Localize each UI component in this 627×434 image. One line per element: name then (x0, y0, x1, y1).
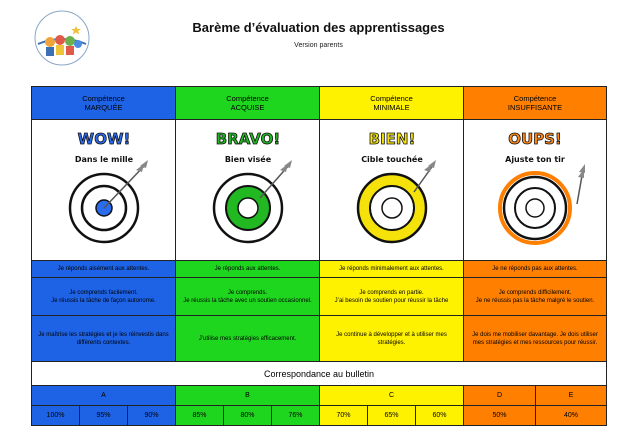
column-header-line2: INSUFFISANTE (507, 103, 563, 112)
stamp-text: BIEN! (368, 130, 415, 148)
grade-cell: B (176, 386, 320, 406)
column-header-line1: Compétence (370, 94, 413, 103)
strategies-cell: J’utilise mes stratégies efficacement. (176, 316, 320, 362)
column-header-acquise: Compétence ACQUISE (176, 86, 320, 120)
stamp-text: OUPS! (508, 130, 562, 148)
illustration-bravo: BRAVO! Bien visée (176, 120, 320, 261)
bulletin-title: Correspondance au bulletin (31, 362, 607, 386)
column-header-minimale: Compétence MINIMALE (320, 86, 464, 120)
arrow-icon (102, 160, 148, 209)
understanding-cell: Je comprends. Je réussis la tâche avec u… (176, 278, 320, 316)
column-header-line1: Compétence (82, 94, 125, 103)
school-logo (30, 8, 94, 72)
illustration-row: WOW! Dans le mille BRAVO! Bien visée (31, 120, 607, 261)
illustration-oups: OUPS! Ajuste ton tir (464, 120, 607, 261)
stamp-text: BRAVO! (215, 130, 280, 148)
column-header-insuffisante: Compétence INSUFFISANTE (464, 86, 607, 120)
understanding-line: Je comprends facilement. (69, 289, 138, 296)
percentage-cell: 90% (128, 406, 176, 426)
understanding-line: Je comprends difficilement. (498, 289, 572, 296)
summary-cell: Je réponds minimalement aux attentes. (320, 261, 464, 278)
column-header-line2: ACQUISE (230, 103, 265, 112)
summary-cell: Je réponds aisément aux attentes. (31, 261, 176, 278)
understanding-line: J’ai besoin de soutien pour réussir la t… (334, 297, 449, 304)
column-header-line1: Compétence (513, 94, 557, 103)
evaluation-grid: Compétence MARQUÉE Compétence ACQUISE Co… (31, 86, 607, 426)
summary-cell: Je ne réponds pas aux attentes. (464, 261, 607, 278)
arrow-icon (412, 160, 436, 193)
strategies-cell: Je maîtrise les stratégies et je les réi… (31, 316, 176, 362)
percentage-cell: 80% (224, 406, 272, 426)
understanding-row: Je comprends facilement. Je réussis la t… (31, 278, 607, 316)
understanding-cell: Je comprends en partie. J’ai besoin de s… (320, 278, 464, 316)
summary-cell: Je réponds aux attentes. (176, 261, 320, 278)
stamp-caption: Ajuste ton tir (505, 155, 565, 164)
percentage-cell: 85% (176, 406, 224, 426)
bulletin-title-row: Correspondance au bulletin (31, 362, 607, 386)
illustration-wow: WOW! Dans le mille (31, 120, 176, 261)
grades-row: A B C D E (31, 386, 607, 406)
percentage-cell: 40% (536, 406, 607, 426)
illustration-bien: BIEN! Cible touchée (320, 120, 464, 261)
stamp-caption: Cible touchée (361, 154, 423, 164)
page-title: Barème d’évaluation des apprentissages (192, 20, 445, 35)
page-subtitle: Version parents (294, 42, 343, 49)
understanding-line: Je réussis la tâche avec un soutien occa… (183, 297, 312, 304)
column-header-marquee: Compétence MARQUÉE (31, 86, 176, 120)
understanding-cell: Je comprends facilement. Je réussis la t… (31, 278, 176, 316)
percentage-cell: 50% (464, 406, 536, 426)
understanding-cell: Je comprends difficilement. Je ne réussi… (464, 278, 607, 316)
percentage-cell: 65% (368, 406, 416, 426)
understanding-line: Je ne réussis pas la tâche malgré le sou… (475, 297, 595, 304)
strategies-row: Je maîtrise les stratégies et je les réi… (31, 316, 607, 362)
understanding-line: Je comprends en partie. (359, 289, 424, 296)
understanding-line: Je réussis la tâche de façon autonome. (51, 297, 156, 304)
grade-cell: A (31, 386, 176, 406)
strategies-cell: Je continue à développer et à utiliser m… (320, 316, 464, 362)
percentage-cell: 60% (416, 406, 464, 426)
column-header-line2: MARQUÉE (84, 103, 123, 112)
column-header-line2: MINIMALE (373, 103, 410, 112)
arrow-icon (258, 160, 292, 199)
percentage-cell: 95% (80, 406, 128, 426)
percentage-cell: 70% (320, 406, 368, 426)
stamp-caption: Dans le mille (74, 155, 133, 164)
header-row: Compétence MARQUÉE Compétence ACQUISE Co… (31, 86, 607, 120)
stamp-caption: Bien visée (224, 154, 271, 164)
target-icon (356, 172, 427, 244)
stamp-text: WOW! (77, 130, 130, 148)
column-header-line1: Compétence (226, 94, 269, 103)
grade-cell: C (320, 386, 464, 406)
summary-row: Je réponds aisément aux attentes. Je rép… (31, 261, 607, 278)
grade-cell: E (536, 386, 607, 406)
target-icon (212, 172, 283, 244)
percentages-row: 100% 95% 90% 85% 80% 76% 70% 65% 60% 50%… (31, 406, 607, 426)
percentage-cell: 100% (31, 406, 80, 426)
grade-cell: D (464, 386, 536, 406)
arrow-icon (576, 164, 585, 205)
understanding-line: Je comprends. (227, 289, 268, 296)
strategies-cell: Je dois me mobiliser davantage. Je dois … (464, 316, 607, 362)
target-icon (498, 171, 572, 245)
percentage-cell: 76% (272, 406, 320, 426)
